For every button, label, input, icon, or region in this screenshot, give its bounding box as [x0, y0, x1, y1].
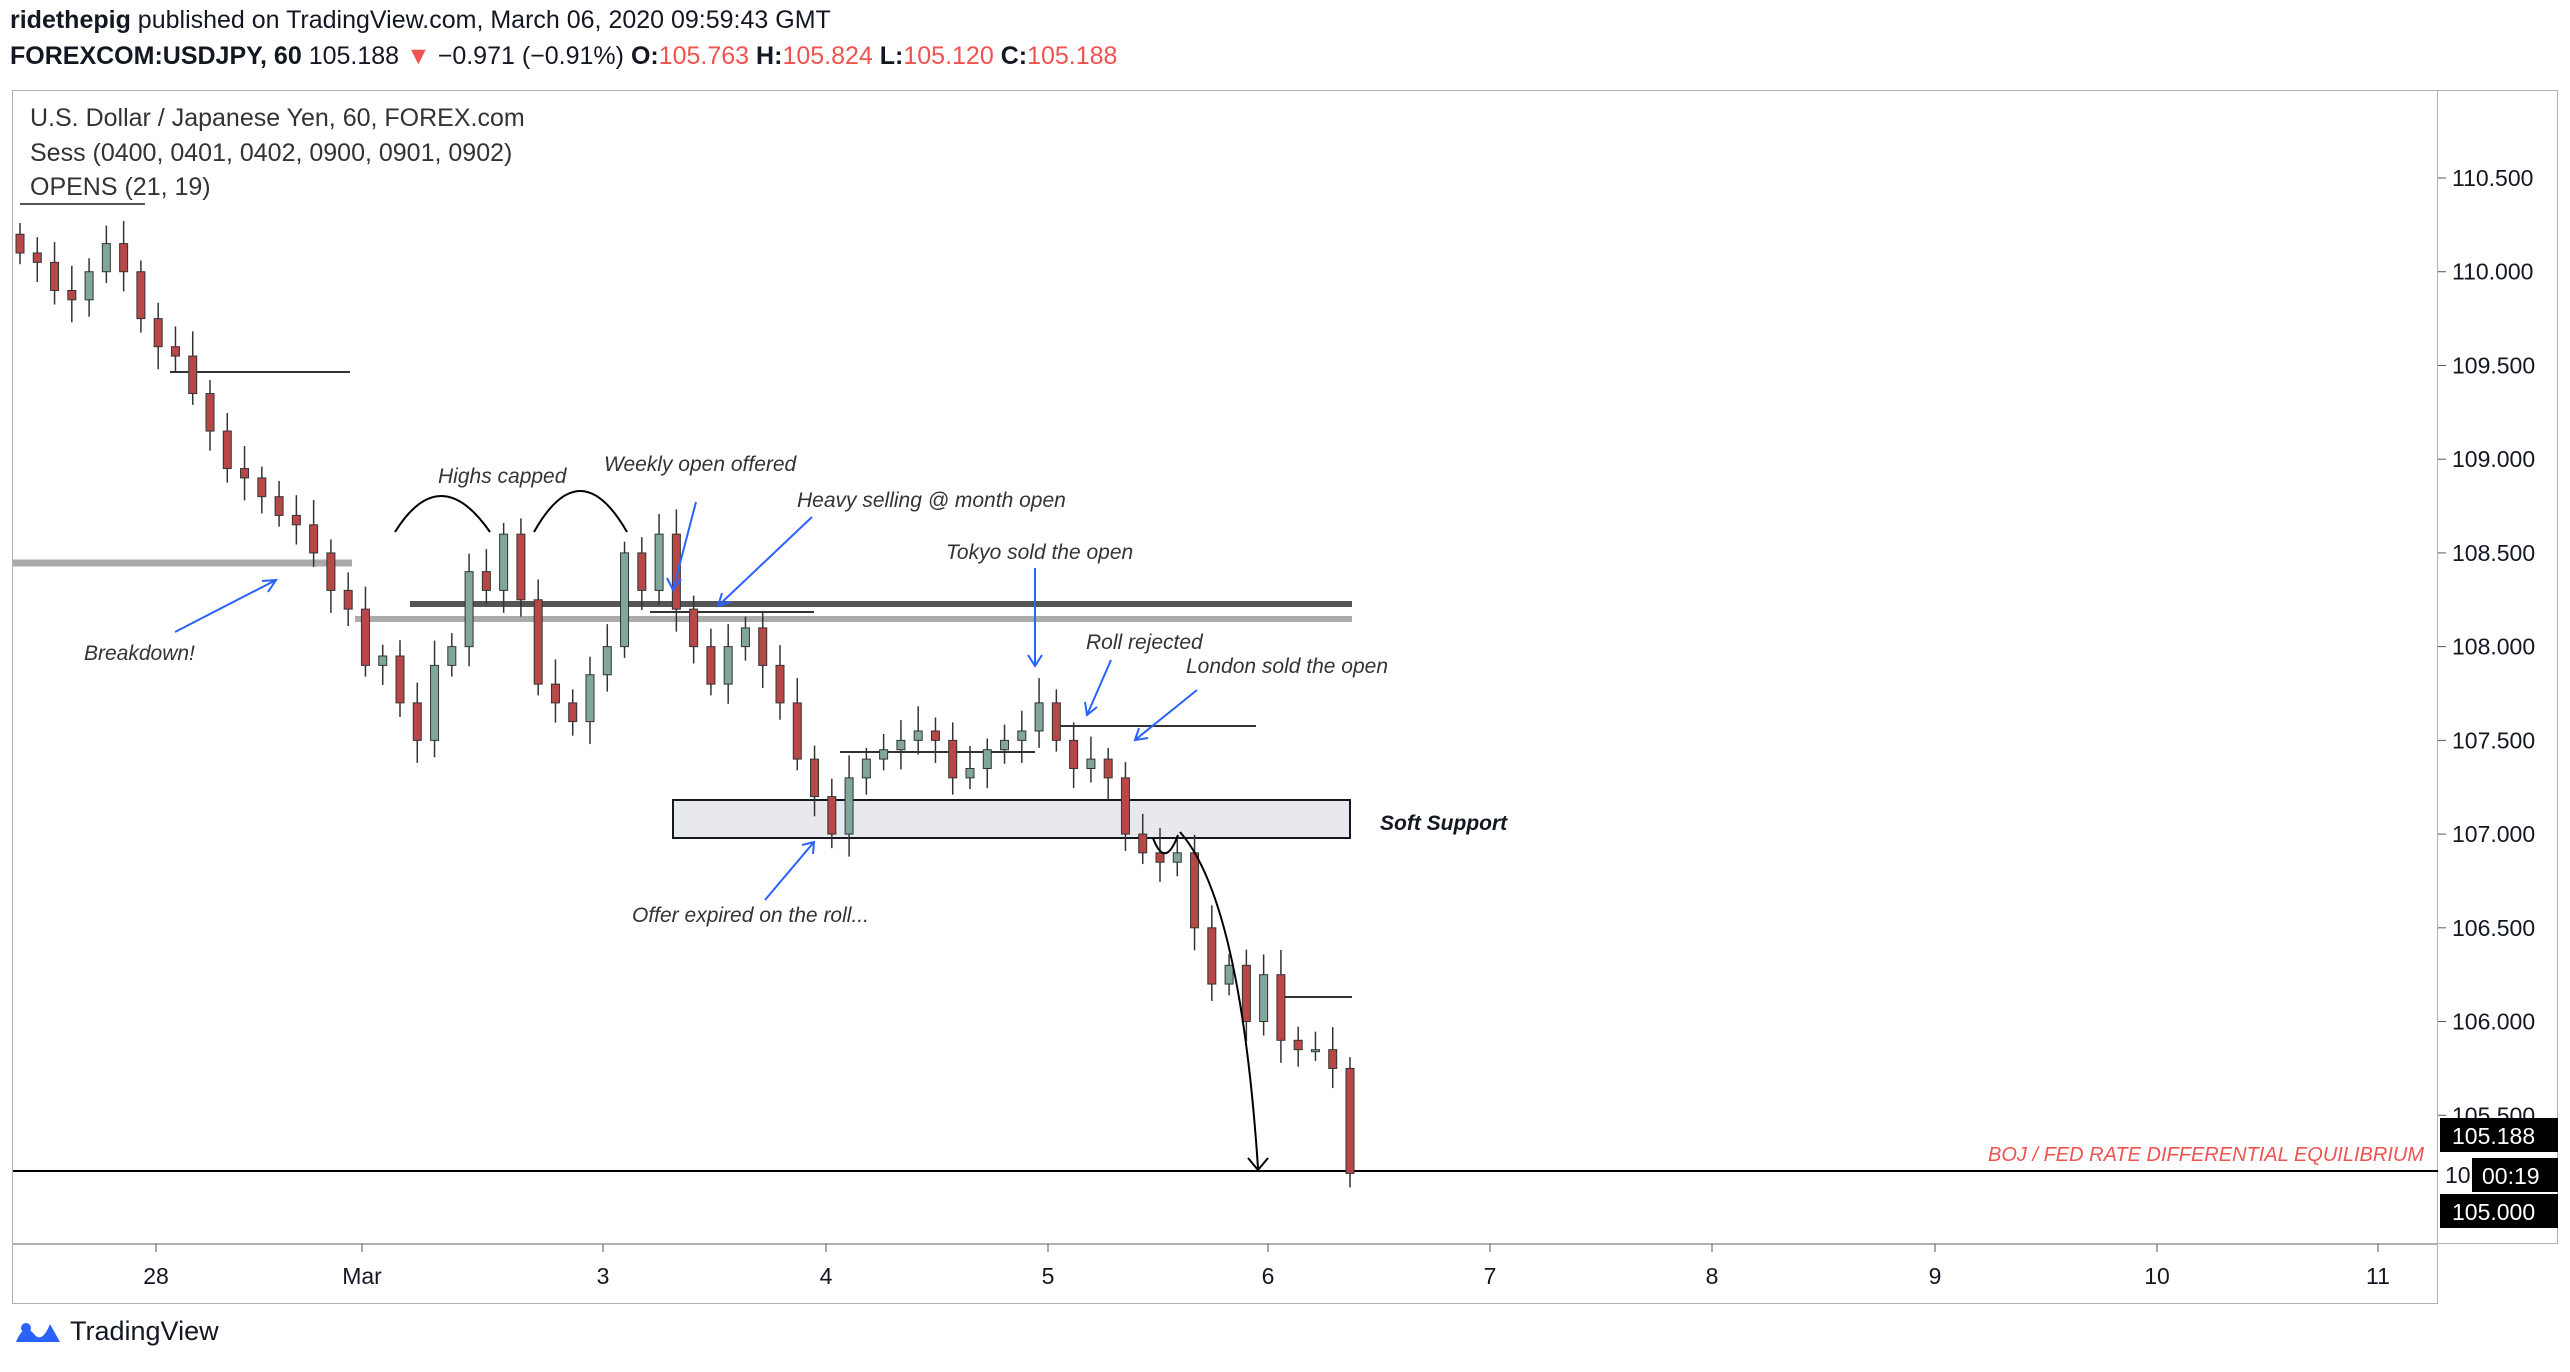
last-price: 105.188 — [308, 42, 400, 70]
time-axis[interactable] — [12, 1244, 2438, 1304]
close-value: 105.188 — [1027, 42, 1118, 70]
tradingview-brand[interactable]: TradingView — [14, 1316, 219, 1347]
low-label: L: — [879, 42, 904, 70]
published-text: published on TradingView.com, March 06, … — [137, 6, 831, 34]
down-arrow-icon: ▼ — [406, 42, 431, 70]
low-value: 105.120 — [903, 42, 994, 70]
change-value: −0.971 (−0.91%) — [437, 42, 624, 70]
symbol-label: FOREXCOM:USDJPY, 60 — [10, 42, 302, 70]
chart-pane[interactable] — [12, 90, 2438, 1244]
legend-opens[interactable]: OPENS (21, 19) — [30, 173, 211, 201]
high-label: H: — [756, 42, 783, 70]
legend-title: U.S. Dollar / Japanese Yen, 60, FOREX.co… — [30, 104, 525, 132]
publisher-name[interactable]: ridethepig — [10, 6, 131, 34]
open-value: 105.763 — [658, 42, 750, 70]
brand-name: TradingView — [70, 1316, 219, 1346]
legend-sess[interactable]: Sess (0400, 0401, 0402, 0900, 0901, 0902… — [30, 139, 513, 167]
open-label: O: — [630, 42, 659, 70]
symbol-summary: FOREXCOM:USDJPY, 60 105.188 ▼ −0.971 (−0… — [10, 42, 1117, 71]
tradingview-logo-icon — [16, 1322, 60, 1342]
publish-info: ridethepig published on TradingView.com,… — [10, 6, 831, 35]
price-axis[interactable] — [2438, 90, 2558, 1244]
high-value: 105.824 — [782, 42, 873, 70]
close-label: C: — [1000, 42, 1028, 70]
